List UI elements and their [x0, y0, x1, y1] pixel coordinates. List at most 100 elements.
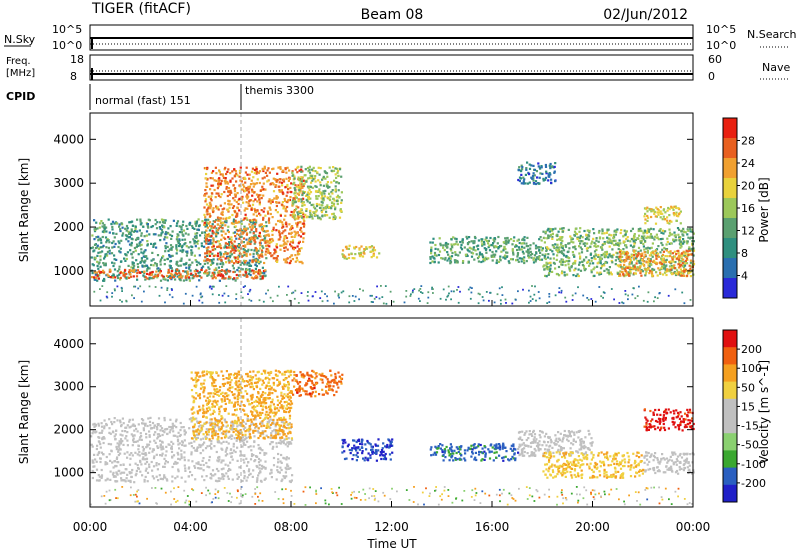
- velocity_panel-cell: [190, 453, 193, 456]
- power_panel-cell: [545, 264, 548, 267]
- power_panel-cell: [118, 265, 121, 268]
- power_panel-cell: [287, 199, 290, 202]
- velocity_panel-cell: [213, 445, 216, 448]
- velocity_panel-cell: [191, 460, 194, 463]
- power_panel-cell: [107, 274, 110, 277]
- power_panel-cell: [556, 238, 559, 241]
- power_panel-cell: [658, 229, 661, 232]
- power_panel-cell: [319, 167, 322, 170]
- power_panel-cell: [227, 209, 230, 212]
- power_panel-noise-cell: [647, 291, 650, 294]
- power_panel-cell: [626, 239, 629, 242]
- power_panel-cell: [197, 261, 200, 264]
- power_panel-cell: [598, 229, 601, 233]
- power_panel-cell: [336, 171, 339, 174]
- power_panel-cell: [234, 187, 237, 190]
- power_panel-cell: [659, 206, 662, 209]
- power_panel-cell: [646, 210, 649, 213]
- power_panel-cell: [262, 228, 265, 231]
- power_panel-cell: [243, 261, 247, 264]
- power_panel-cell: [301, 192, 304, 195]
- power_panel-cell: [296, 215, 299, 218]
- velocity_panel-cell: [116, 419, 119, 422]
- power_panel-cell: [244, 207, 247, 210]
- power_panel-cell: [219, 244, 222, 247]
- power_panel-cell: [447, 253, 450, 256]
- velocity_panel-cell: [108, 418, 111, 421]
- power_panel-cell: [337, 182, 340, 185]
- power_panel-cell: [227, 210, 230, 213]
- velocity_panel-cell: [99, 446, 102, 449]
- power_panel-cell: [203, 240, 206, 243]
- power_panel-cell: [263, 272, 266, 275]
- velocity_panel-cell: [262, 465, 265, 469]
- power_panel-cell: [447, 257, 450, 260]
- power_panel-cell: [293, 197, 296, 200]
- velocity_panel-cell: [247, 470, 250, 473]
- power_panel-cell: [378, 252, 381, 255]
- power_panel-cell: [642, 238, 645, 241]
- power_panel-cell: [212, 207, 215, 210]
- power_panel-cell: [171, 230, 174, 233]
- power_panel-cell: [277, 219, 280, 223]
- power_panel-cell: [360, 245, 363, 248]
- power_panel-cell: [183, 270, 187, 273]
- power_panel-cell: [236, 269, 239, 272]
- velocity_panel-cell: [122, 422, 125, 425]
- power_panel-cell: [105, 239, 109, 242]
- power_panel-cell: [687, 248, 691, 251]
- velocity_panel-cell: [220, 442, 223, 445]
- velocity_panel-cell: [130, 433, 133, 436]
- power_panel-cell: [650, 215, 653, 219]
- power_panel-cell: [560, 252, 564, 255]
- velocity_panel-cell: [215, 424, 218, 427]
- power_panel-cell: [692, 232, 695, 235]
- power_panel-cell: [123, 269, 127, 272]
- power_panel-cell: [160, 274, 163, 277]
- power_panel-cell: [194, 232, 197, 235]
- velocity_panel-cell: [221, 448, 224, 451]
- power_panel-cell: [159, 263, 162, 266]
- power_panel-cell: [220, 230, 223, 233]
- power_panel-cell: [336, 167, 339, 170]
- power_panel-cell: [215, 233, 218, 236]
- power_panel-cell: [104, 262, 107, 265]
- power_panel-cell: [613, 230, 616, 233]
- power_panel-cell: [651, 272, 654, 276]
- power_panel-noise-cell: [131, 294, 133, 297]
- power_panel-cell: [629, 270, 632, 273]
- power_panel-cell: [210, 227, 213, 230]
- power_panel-cell: [211, 242, 214, 245]
- power_panel-cell: [291, 204, 294, 207]
- power_panel-cell: [561, 239, 564, 243]
- velocity_panel-cell: [259, 446, 262, 449]
- velocity_panel-cell: [140, 418, 144, 421]
- velocity_panel-cell: [90, 443, 93, 446]
- power_panel-cell: [222, 255, 225, 258]
- velocity_panel-cell: [91, 432, 94, 435]
- power_panel-cell: [626, 271, 629, 274]
- power_panel-cell: [674, 272, 677, 275]
- power_panel-cell: [191, 261, 194, 264]
- power_panel-cell: [343, 257, 346, 260]
- power_panel-cell: [204, 193, 207, 196]
- power_panel-cell: [122, 271, 125, 275]
- velocity_panel-cell: [146, 443, 149, 446]
- velocity_panel-cell: [92, 461, 95, 464]
- power_panel-cell: [236, 206, 239, 210]
- velocity_panel-cell: [164, 454, 167, 457]
- power_panel-cell: [314, 213, 317, 216]
- power_panel-cell: [350, 252, 353, 255]
- power_panel-cell: [568, 247, 571, 250]
- power_panel-cell: [454, 243, 457, 246]
- velocity_panel-cell: [276, 465, 279, 468]
- power_panel-cell: [294, 260, 297, 263]
- power_panel-cell: [257, 260, 260, 263]
- power_panel-cell: [525, 242, 528, 245]
- power_panel-cell: [279, 190, 282, 193]
- power_panel-cell: [195, 240, 198, 244]
- power_panel-cell: [176, 235, 179, 239]
- power_panel-cell: [208, 250, 211, 253]
- power_panel-cell: [593, 266, 596, 269]
